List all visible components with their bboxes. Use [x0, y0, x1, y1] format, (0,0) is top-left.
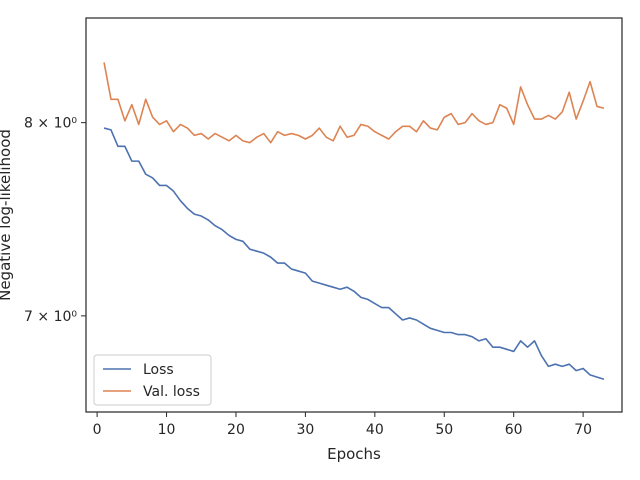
legend-label-val-loss: Val. loss: [143, 384, 200, 400]
x-axis-ticks: 0 10 20 30 40 50 60 70: [93, 412, 592, 438]
x-tick-label: 40: [366, 422, 384, 438]
plot-area: [85, 17, 623, 413]
legend-box: [93, 354, 212, 406]
series-line-loss: [103, 127, 605, 381]
x-tick-label: 0: [93, 422, 102, 438]
y-tick-label: 8 × 10⁰: [24, 116, 77, 132]
series-layer: [103, 62, 605, 381]
y-tick-label: 7 × 10⁰: [24, 309, 77, 325]
axes-frame: [85, 17, 623, 413]
series-line-val-loss: [103, 62, 605, 144]
x-axis-label: Epochs: [327, 445, 381, 463]
legend: Loss Val. loss: [93, 354, 212, 406]
y-axis-label: Negative log-likelihood: [0, 129, 14, 301]
legend-label-loss: Loss: [143, 362, 174, 378]
x-tick-label: 10: [158, 422, 176, 438]
x-tick-label: 50: [435, 422, 453, 438]
x-tick-label: 60: [505, 422, 523, 438]
x-tick-label: 30: [296, 422, 314, 438]
x-tick-label: 20: [227, 422, 245, 438]
y-axis-ticks: 7 × 10⁰ 8 × 10⁰: [24, 116, 86, 325]
x-tick-label: 70: [574, 422, 592, 438]
